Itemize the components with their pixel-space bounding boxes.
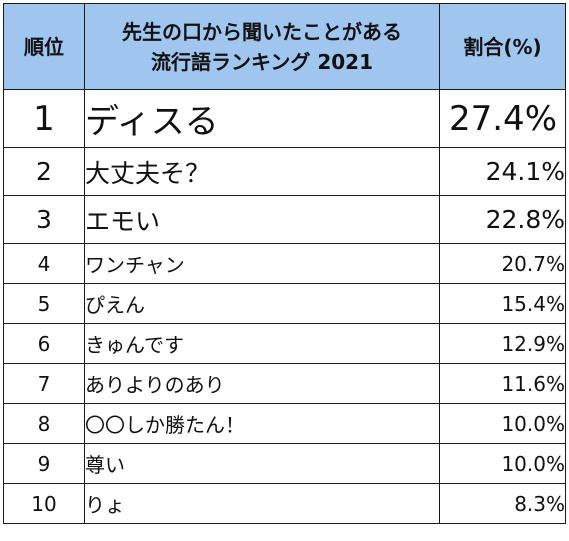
percentage-value: 8.3%	[439, 483, 566, 524]
percentage-value: 22.8%	[439, 195, 566, 244]
rank-number: 2	[3, 147, 85, 196]
rank-number: 8	[3, 403, 85, 444]
phrase-text: 大丈夫そ？	[84, 147, 440, 196]
phrase-text: ディスる	[84, 89, 440, 148]
table-row: 9 尊い 10.0%	[3, 443, 566, 484]
phrase-text: ありよりのあり	[84, 363, 440, 404]
percentage-value: 27.4%	[439, 89, 566, 148]
percentage-value: 12.9%	[439, 323, 566, 364]
phrase-text: 尊い	[84, 443, 440, 484]
header-phrase-line2: 流行語ランキング 2021	[150, 49, 374, 74]
header-row: 順位 先生の口から聞いたことがある 流行語ランキング 2021 割合(%)	[3, 3, 566, 90]
percentage-value: 11.6%	[439, 363, 566, 404]
phrase-text: ぴえん	[84, 283, 440, 324]
header-phrase-line1: 先生の口から聞いたことがある	[122, 19, 402, 44]
table-row: 2 大丈夫そ？ 24.1%	[3, 147, 566, 196]
rank-number: 10	[3, 483, 85, 524]
header-percentage: 割合(%)	[439, 3, 566, 90]
percentage-value: 20.7%	[439, 243, 566, 284]
table-row: 6 きゅんです 12.9%	[3, 323, 566, 364]
header-rank: 順位	[3, 3, 85, 90]
rank-number: 6	[3, 323, 85, 364]
table-row: 5 ぴえん 15.4%	[3, 283, 566, 324]
table-row: 3 エモい 22.8%	[3, 195, 566, 244]
rank-number: 1	[3, 89, 85, 148]
table-row: 4 ワンチャン 20.7%	[3, 243, 566, 284]
percentage-value: 15.4%	[439, 283, 566, 324]
phrase-text: きゅんです	[84, 323, 440, 364]
ranking-body: 1 ディスる 27.4% 2 大丈夫そ？ 24.1% 3 エモい 22.8% 4 ワンチャン 20.7…	[3, 89, 566, 524]
rank-number: 7	[3, 363, 85, 404]
phrase-text: 〇〇しか勝たん！	[84, 403, 440, 444]
rank-number: 4	[3, 243, 85, 284]
percentage-value: 24.1%	[439, 147, 566, 196]
rank-number: 3	[3, 195, 85, 244]
table-row: 7 ありよりのあり 11.6%	[3, 363, 566, 404]
table-row: 10 りょ 8.3%	[3, 483, 566, 524]
phrase-text: りょ	[84, 483, 440, 524]
percentage-value: 10.0%	[439, 443, 566, 484]
phrase-text: ワンチャン	[84, 243, 440, 284]
table-row: 1 ディスる 27.4%	[3, 89, 566, 148]
table-row: 8 〇〇しか勝たん！ 10.0%	[3, 403, 566, 444]
percentage-value: 10.0%	[439, 403, 566, 444]
rank-number: 5	[3, 283, 85, 324]
header-phrase: 先生の口から聞いたことがある 流行語ランキング 2021	[84, 3, 440, 90]
rank-number: 9	[3, 443, 85, 484]
phrase-text: エモい	[84, 195, 440, 244]
